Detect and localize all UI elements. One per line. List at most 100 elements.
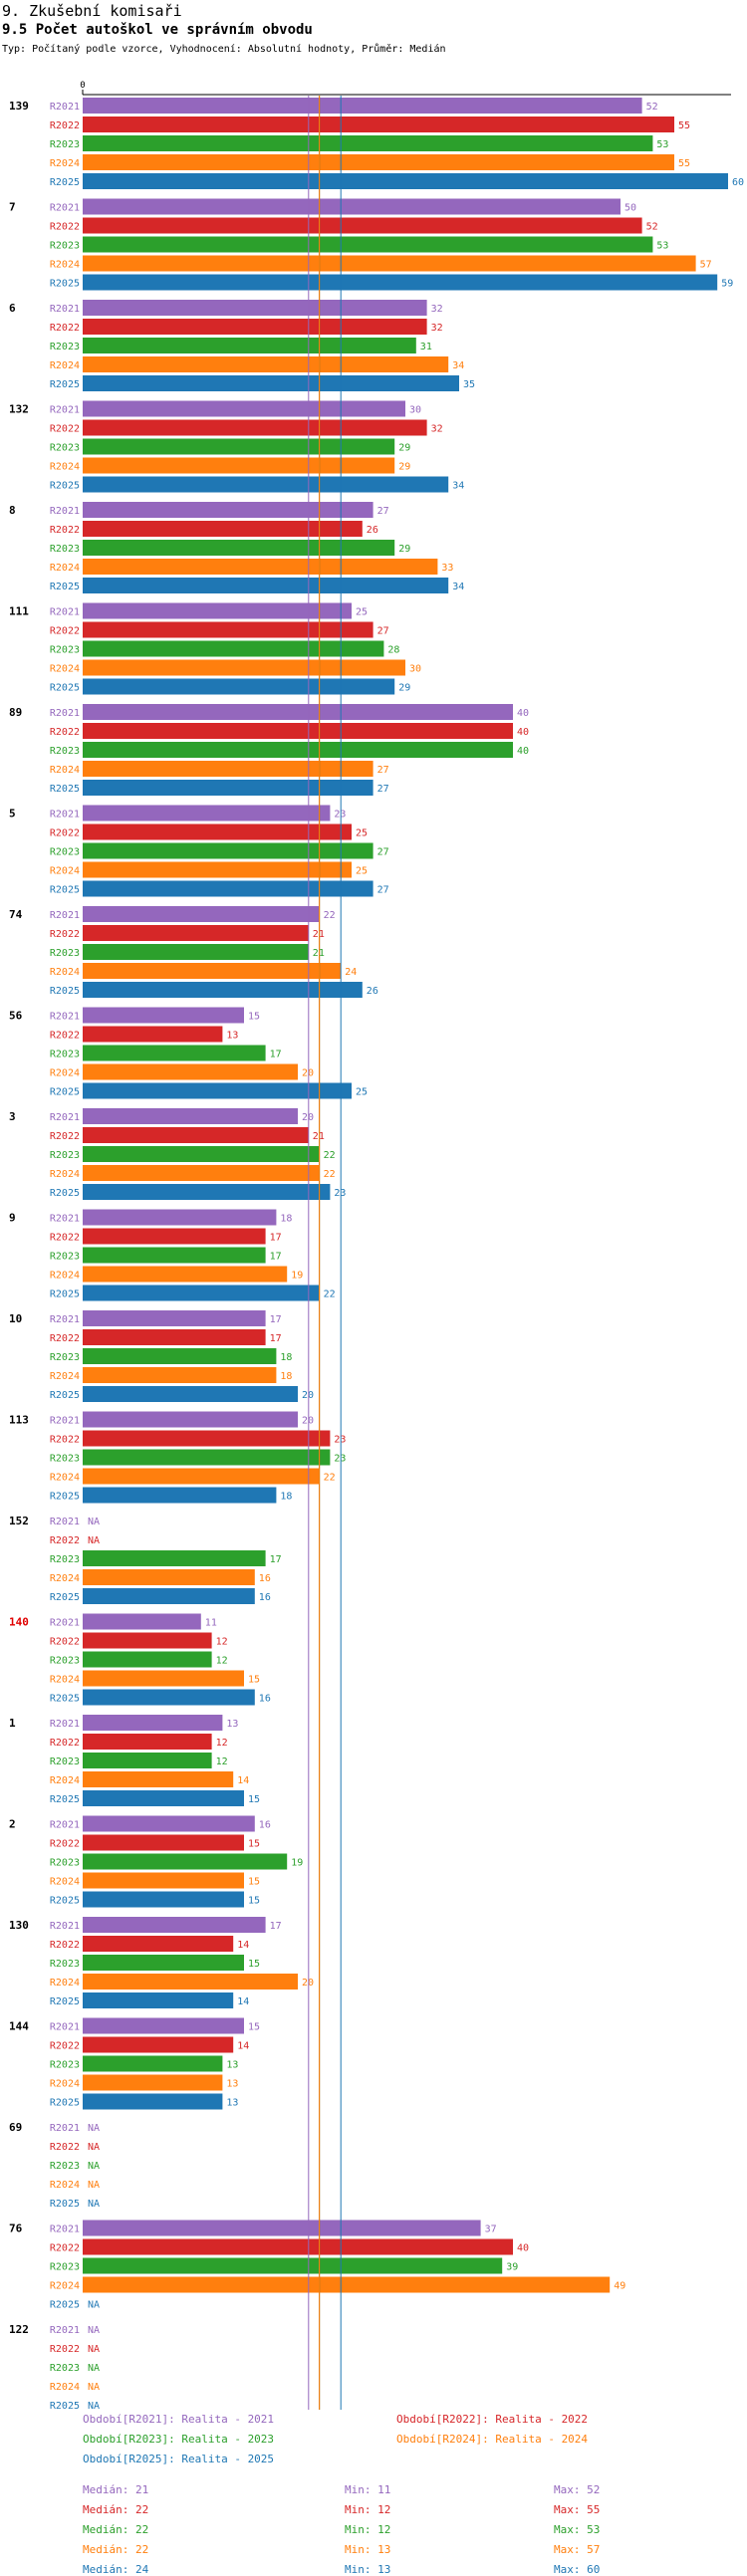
bar	[83, 98, 642, 114]
data-label: 23	[334, 1435, 346, 1446]
bar	[83, 117, 674, 132]
series-label: R2023	[50, 1050, 80, 1060]
data-label: 57	[700, 260, 712, 271]
series-label: R2022	[50, 120, 80, 131]
series-label: R2021	[50, 1517, 80, 1527]
group-label: 6	[9, 302, 16, 315]
na-label: NA	[88, 2382, 100, 2393]
legend-median: Medián: 21	[83, 2483, 149, 2496]
bar	[83, 1108, 298, 1124]
series-label: R2022	[50, 2344, 80, 2355]
series-label: R2023	[50, 645, 80, 656]
series-label: R2025	[50, 784, 80, 795]
data-label: 50	[624, 203, 636, 214]
bar	[83, 1550, 266, 1566]
group-label: 76	[9, 2223, 23, 2235]
series-label: R2022	[50, 323, 80, 334]
data-label: 27	[377, 885, 389, 896]
bar	[83, 1936, 234, 1952]
series-label: R2022	[50, 1637, 80, 1648]
series-label: R2025	[50, 1996, 80, 2007]
group-label: 10	[9, 1312, 22, 1325]
bar	[83, 198, 621, 215]
legend-max: Max: 60	[554, 2563, 601, 2576]
bar	[83, 1063, 298, 1080]
data-label: 27	[377, 784, 389, 795]
bar	[83, 476, 449, 493]
data-label: 53	[656, 139, 668, 150]
data-label: 19	[291, 1858, 303, 1869]
bar	[83, 1487, 277, 1504]
group-label: 132	[9, 403, 29, 416]
series-label: R2022	[50, 929, 80, 940]
bar	[83, 135, 653, 151]
bar	[83, 1588, 255, 1604]
bar	[83, 861, 352, 878]
series-label: R2022	[50, 2142, 80, 2153]
data-label: 13	[226, 2060, 238, 2071]
bar	[83, 400, 405, 417]
series-label: R2023	[50, 1959, 80, 1970]
data-label: 18	[280, 1352, 292, 1363]
group-label: 2	[9, 1818, 16, 1831]
bar	[83, 723, 513, 739]
series-label: R2021	[50, 708, 80, 719]
series-label: R2021	[50, 2123, 80, 2134]
chart-subtitle: Typ: Počítaný podle vzorce, Vyhodnocení:…	[2, 44, 446, 55]
bar	[83, 274, 718, 291]
data-label: 14	[237, 1775, 249, 1786]
series-label: R2023	[50, 1858, 80, 1869]
data-label: 13	[226, 1031, 238, 1042]
bar	[83, 559, 438, 575]
data-label: 35	[463, 379, 475, 390]
data-label: 21	[313, 929, 325, 940]
data-label: 33	[441, 563, 453, 574]
bar	[83, 319, 427, 335]
series-label: R2022	[50, 626, 80, 637]
legend-period-entry: Období[R2024]: Realita - 2024	[396, 2433, 589, 2446]
series-label: R2023	[50, 1454, 80, 1465]
data-label: 23	[334, 810, 346, 820]
series-label: R2025	[50, 986, 80, 997]
data-label: 29	[398, 462, 410, 473]
series-label: R2021	[50, 1214, 80, 1225]
data-label: 53	[656, 241, 668, 252]
data-label: 20	[302, 1416, 314, 1427]
data-label: 37	[485, 2225, 497, 2235]
series-label: R2025	[50, 1492, 80, 1503]
series-label: R2024	[50, 360, 80, 371]
series-label: R2023	[50, 2161, 80, 2172]
series-label: R2022	[50, 1940, 80, 1951]
data-label: 23	[334, 1454, 346, 1465]
bar	[83, 375, 459, 391]
data-label: 18	[280, 1214, 292, 1225]
data-label: 13	[226, 2079, 238, 2090]
data-label: 40	[517, 708, 529, 719]
bar	[83, 761, 374, 777]
data-label: 32	[431, 323, 443, 334]
data-label: 21	[313, 948, 325, 959]
bar	[83, 1348, 277, 1364]
section-title: 9. Zkušební komisaři	[2, 2, 182, 20]
na-label: NA	[88, 1517, 100, 1527]
series-label: R2021	[50, 506, 80, 517]
series-label: R2025	[50, 1592, 80, 1603]
na-label: NA	[88, 2142, 100, 2153]
data-label: 15	[248, 1012, 260, 1023]
series-label: R2022	[50, 727, 80, 738]
bar	[83, 1285, 320, 1301]
bar	[83, 578, 449, 593]
group-label: 122	[9, 2323, 29, 2336]
legend-min: Min: 13	[345, 2563, 391, 2576]
bar	[83, 1082, 352, 1099]
bar	[83, 255, 696, 272]
bar	[83, 1917, 266, 1933]
na-label: NA	[88, 2325, 100, 2336]
bar	[83, 2238, 513, 2255]
data-label: 15	[248, 1877, 260, 1888]
bar	[83, 621, 374, 638]
data-label: 15	[248, 1896, 260, 1907]
series-label: R2024	[50, 765, 80, 776]
data-label: 17	[270, 1921, 282, 1932]
data-label: 16	[259, 1820, 271, 1831]
